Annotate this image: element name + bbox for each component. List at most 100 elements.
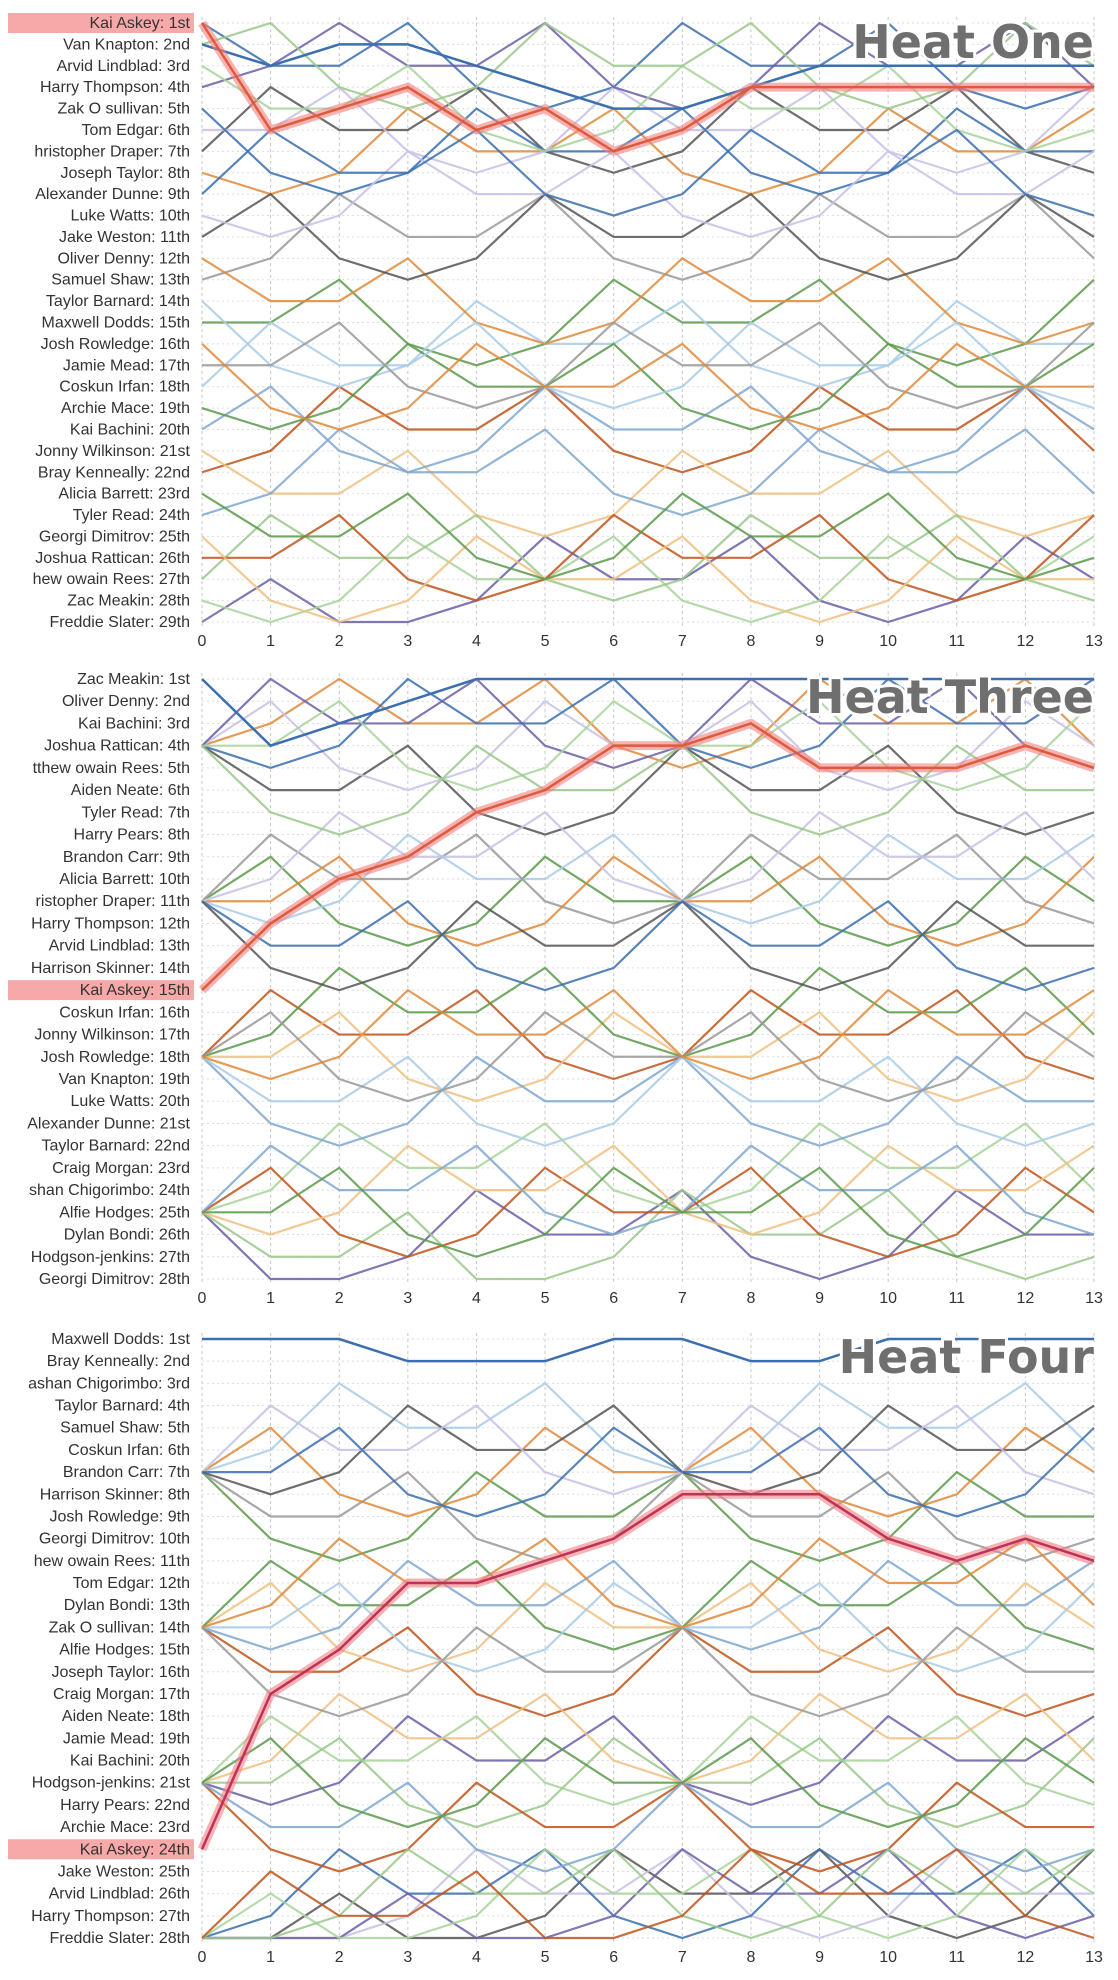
background-line: [201, 1404, 1095, 1496]
heat-chart-3: Maxwell Dodds: 1st Bray Kenneally: 2nd ash…: [8, 1327, 1103, 1966]
rider-label: Kai Bachini: 20th: [70, 421, 190, 438]
background-line: [201, 1714, 1095, 1807]
background-line: [201, 535, 1095, 624]
rider-label: Brandon Carr: 9th: [63, 849, 190, 866]
rider-label: Zak O sullivan: 14th: [49, 1619, 190, 1636]
background-line: [201, 1381, 1095, 1474]
x-tick-label: 1: [266, 1949, 275, 1966]
background-line: [201, 899, 1094, 992]
rider-label: Georgi Dimitrov: 25th: [39, 528, 190, 545]
rider-label: Aiden Neate: 18th: [62, 1708, 190, 1725]
background-line: [201, 744, 1095, 836]
rider-label: Aiden Neate: 6th: [71, 782, 190, 799]
background-line: [201, 1404, 1095, 1496]
x-tick-label: 13: [1085, 1290, 1103, 1307]
chart-title: Heat Four: [839, 1330, 1095, 1384]
background-line: [201, 1470, 1094, 1563]
rider-label: Zac Meakin: 1st: [77, 671, 190, 688]
rider-label: Tyler Read: 7th: [82, 804, 191, 821]
background-line: [201, 342, 1095, 431]
background-line: [202, 1736, 1095, 1829]
chart-title: Heat Three: [806, 670, 1094, 724]
rider-label: Craig Morgan: 17th: [53, 1686, 190, 1703]
x-tick-label: 2: [335, 1949, 344, 1966]
x-tick-label: 3: [403, 1290, 412, 1307]
rider-label: Alfie Hodges: 25th: [59, 1204, 190, 1221]
rider-label: Josh Rowledge: 16th: [41, 336, 190, 353]
x-tick-label: 6: [609, 1949, 618, 1966]
x-tick-label: 3: [403, 633, 412, 650]
background-line: [201, 1426, 1095, 1518]
rider-label: Joshua Rattican: 26th: [35, 550, 190, 567]
rider-label: Taylor Barnard: 4th: [55, 1398, 190, 1415]
series-line-leader: [202, 1337, 1094, 1363]
background-line: [201, 988, 1095, 1081]
series-line-leader: [201, 677, 1094, 748]
highlight-line: [201, 722, 1095, 992]
background-line: [202, 513, 1095, 602]
background-line: [202, 855, 1095, 947]
rider-label: Harrison Skinner: 8th: [40, 1486, 190, 1503]
rider-label: Alexander Dunne: 9th: [35, 186, 190, 203]
rider-label: Craig Morgan: 23rd: [52, 1160, 190, 1177]
background-line: [201, 1692, 1095, 1784]
rider-label: Bray Kenneally: 22nd: [38, 464, 190, 481]
heat-chart-1: Kai Askey: 1st Van Knapton: 2nd Arvid Lind…: [8, 12, 1103, 650]
background-line: [201, 128, 1095, 217]
rider-label: Dylan Bondi: 13th: [64, 1597, 190, 1614]
x-tick-label: 13: [1085, 633, 1103, 650]
background-line: [201, 21, 1095, 110]
x-tick-label: 7: [678, 1290, 687, 1307]
rider-label: Jake Weston: 25th: [58, 1863, 190, 1880]
rider-label: Harrison Skinner: 14th: [31, 960, 190, 977]
background-line: [201, 1144, 1095, 1236]
rider-label: hristopher Draper: 7th: [34, 143, 190, 160]
rider-label: Coskun Irfan: 18th: [59, 379, 190, 396]
background-line: [202, 1847, 1095, 1940]
rider-label: Kai Askey: 15th: [80, 982, 190, 999]
background-line: [201, 513, 1095, 602]
background-line: [201, 1055, 1094, 1147]
rider-label: Jamie Mead: 19th: [63, 1730, 190, 1747]
background-line: [201, 192, 1095, 281]
background-line: [201, 492, 1095, 581]
background-line: [201, 1714, 1095, 1807]
x-tick-label: 9: [815, 1290, 824, 1307]
x-tick-label: 10: [879, 633, 897, 650]
background-line: [202, 1166, 1095, 1258]
background-line: [201, 256, 1095, 346]
rider-label: Kai Bachini: 20th: [70, 1753, 190, 1770]
rider-label: Joshua Rattican: 4th: [44, 738, 190, 755]
background-line: [201, 1537, 1095, 1629]
x-tick-label: 11: [948, 1949, 965, 1966]
x-tick-label: 10: [879, 1949, 897, 1966]
x-tick-label: 7: [678, 1949, 687, 1966]
rider-label: Brandon Carr: 7th: [63, 1464, 190, 1481]
rider-label: Luke Watts: 20th: [71, 1093, 190, 1110]
x-tick-label: 5: [541, 633, 550, 650]
rider-label: Harry Thompson: 12th: [31, 915, 190, 932]
x-tick-label: 9: [815, 633, 824, 650]
rider-label: Alicia Barrett: 10th: [59, 871, 190, 888]
rider-label: Maxwell Dodds: 1st: [51, 1331, 190, 1348]
rider-label: Georgi Dimitrov: 10th: [39, 1531, 190, 1548]
rider-label: Bray Kenneally: 2nd: [47, 1353, 190, 1370]
chart-title: Heat One: [852, 15, 1094, 69]
rider-label: Harry Pears: 8th: [74, 827, 190, 844]
highlight-label-bg: [8, 980, 194, 1001]
rider-label: Arvid Lindblad: 13th: [49, 938, 190, 955]
background-line: [202, 1581, 1095, 1673]
background-line: [201, 677, 1095, 770]
x-tick-label: 12: [1016, 633, 1034, 650]
background-line: [201, 1559, 1095, 1651]
background-line: [201, 1847, 1095, 1940]
rider-label: Taylor Barnard: 14th: [46, 293, 190, 310]
background-line: [201, 192, 1095, 281]
rider-label: Hodgson-jenkins: 27th: [31, 1249, 190, 1266]
background-line: [201, 899, 1095, 992]
background-line: [201, 1781, 1095, 1873]
background-line: [201, 149, 1095, 239]
rider-label: Maxwell Dodds: 15th: [41, 315, 190, 332]
rider-label: Alfie Hodges: 15th: [59, 1642, 190, 1659]
x-tick-label: 2: [335, 633, 344, 650]
